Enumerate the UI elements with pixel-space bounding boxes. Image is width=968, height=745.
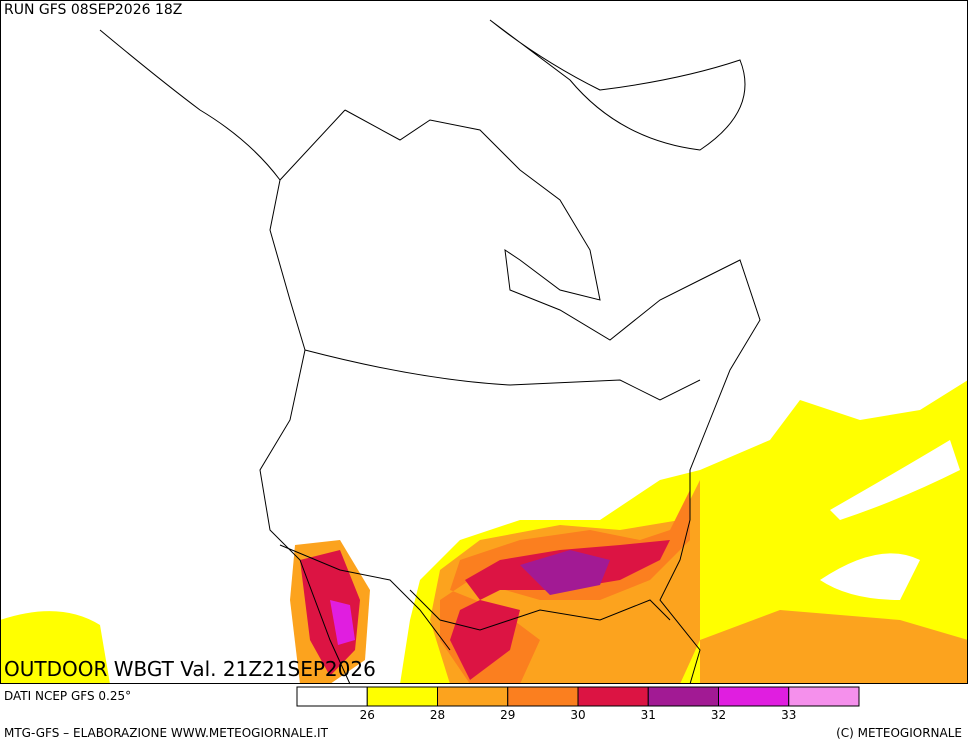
- legend-label: 30: [570, 708, 585, 722]
- legend-swatch: [366, 686, 438, 707]
- map: RUN GFS 08SEP2026 18Z OUTDOOR WBGT Val. …: [0, 0, 968, 685]
- map-title: OUTDOOR WBGT Val. 21Z21SEP2026: [4, 657, 376, 681]
- run-label: RUN GFS 08SEP2026 18Z: [4, 2, 182, 18]
- borders: [279, 109, 701, 401]
- footer-left: MTG-GFS – ELABORAZIONE WWW.METEOGIORNALE…: [4, 726, 329, 740]
- field-white-gap: [820, 553, 920, 600]
- field-white-gap: [830, 440, 960, 520]
- legend: 26 28 29 30 31 32 33: [296, 686, 860, 722]
- legend-label: 26: [360, 708, 375, 722]
- field-red: [450, 540, 670, 680]
- legend-swatch: [437, 686, 509, 707]
- legend-label: 31: [641, 708, 656, 722]
- legend-swatch: [718, 686, 790, 707]
- field-orange: [430, 480, 968, 684]
- coastline-gulf: [409, 589, 671, 631]
- field-yellow-pacific: [0, 611, 110, 684]
- field-red-west: [300, 550, 360, 676]
- legend-swatch: [507, 686, 579, 707]
- source-label: DATI NCEP GFS 0.25°: [4, 689, 131, 703]
- legend-label: 28: [430, 708, 445, 722]
- legend-label: 29: [500, 708, 515, 722]
- coastline-atlantic: [344, 109, 761, 685]
- border-mexico: [279, 544, 451, 651]
- legend-swatch: [647, 686, 719, 707]
- legend-swatch: [296, 686, 368, 707]
- footer-right: (C) METEOGIORNALE: [836, 726, 962, 740]
- legend-label: 32: [711, 708, 726, 722]
- field-magenta: [330, 600, 355, 645]
- legend-swatch: [788, 686, 860, 707]
- legend-label: 33: [781, 708, 796, 722]
- field-purple: [520, 550, 610, 595]
- coastline-greenland: [489, 19, 746, 151]
- legend-swatch: [577, 686, 649, 707]
